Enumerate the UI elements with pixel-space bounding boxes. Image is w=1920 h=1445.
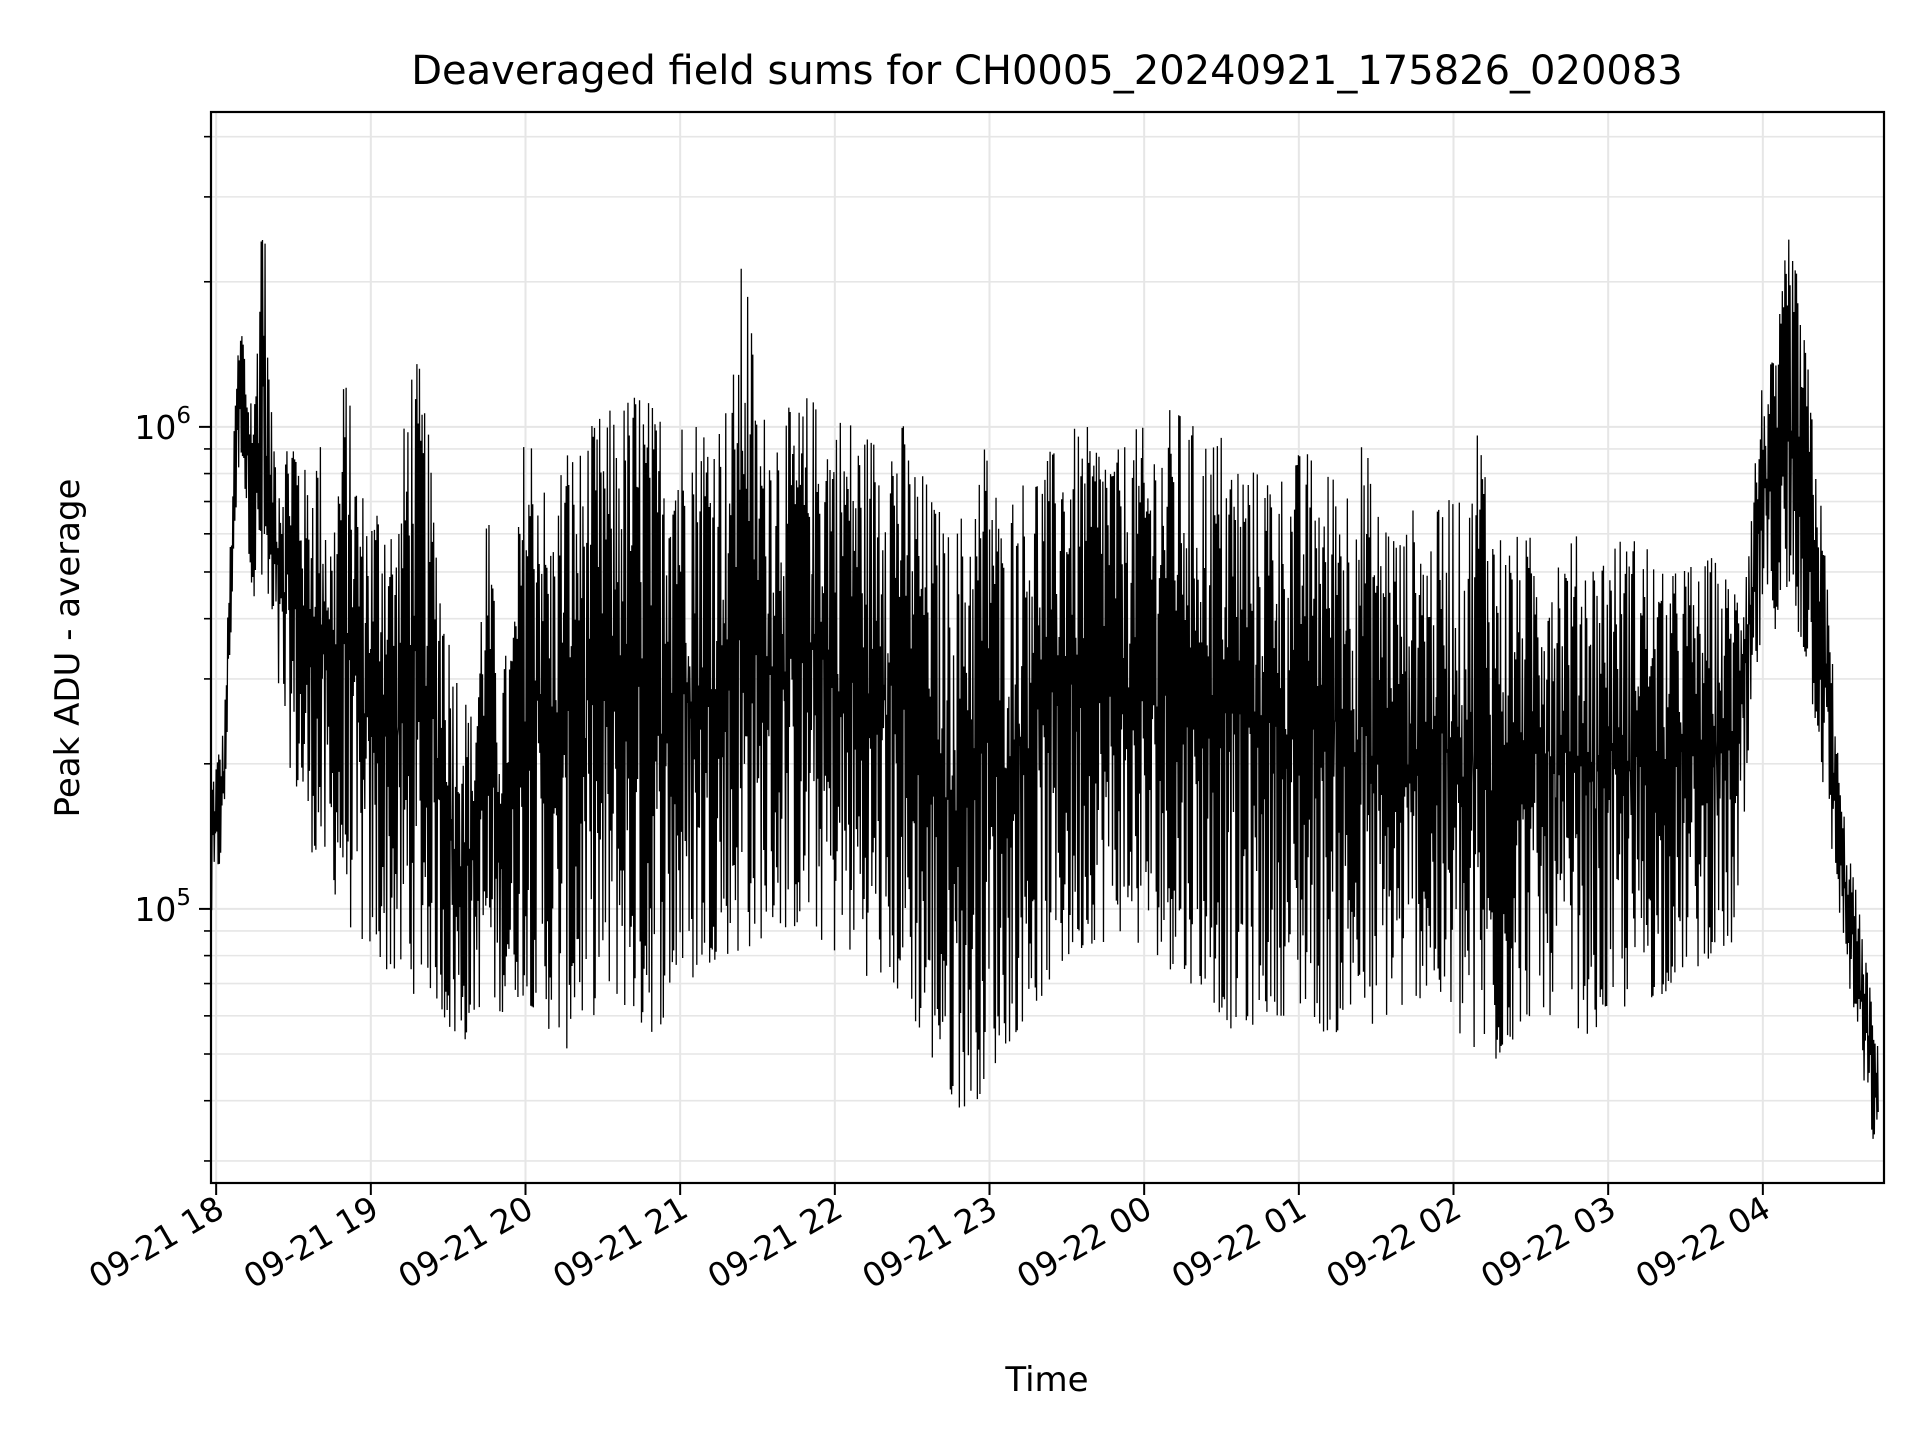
x-tick-label: 09-22 02 (1320, 1188, 1468, 1296)
x-tick-label: 09-21 18 (82, 1188, 230, 1296)
series-layer (210, 239, 1879, 1139)
y-tick-exponent: 6 (176, 403, 191, 429)
x-axis-label: Time (1004, 1360, 1088, 1400)
x-tick-label: 09-21 22 (701, 1188, 849, 1296)
x-tick-label: 09-22 00 (1010, 1188, 1158, 1296)
chart-title: Deaveraged field sums for CH0005_2024092… (411, 48, 1683, 94)
x-tick-label: 09-22 03 (1474, 1188, 1622, 1296)
x-tick-label: 09-22 01 (1165, 1188, 1313, 1296)
x-tick-label: 09-22 04 (1629, 1188, 1777, 1296)
y-tick-base: 10 (134, 408, 176, 447)
y-tick-base: 10 (134, 890, 176, 929)
x-tick-label: 09-21 23 (856, 1188, 1004, 1296)
x-tick-label: 09-21 20 (391, 1188, 539, 1296)
y-tick-label: 105 (134, 885, 191, 929)
series-line (210, 239, 1879, 1139)
y-tick-label: 106 (134, 403, 191, 447)
plot-frame (209, 110, 1886, 1185)
y-axis-label: Peak ADU - average (48, 479, 88, 818)
x-tick-label: 09-21 21 (546, 1188, 694, 1296)
y-tick-exponent: 5 (176, 885, 191, 911)
x-tick-label: 09-21 19 (237, 1188, 385, 1296)
